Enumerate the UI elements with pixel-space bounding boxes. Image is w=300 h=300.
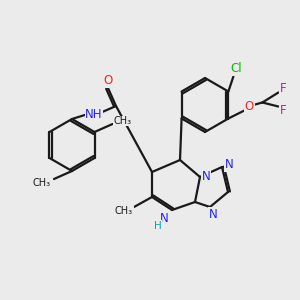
- Text: N: N: [202, 170, 210, 184]
- Text: F: F: [280, 82, 287, 95]
- Text: NH: NH: [85, 107, 103, 121]
- Text: N: N: [225, 158, 233, 172]
- Text: N: N: [208, 208, 217, 220]
- Text: N: N: [160, 212, 168, 224]
- Text: O: O: [103, 74, 112, 88]
- Text: Cl: Cl: [231, 62, 242, 75]
- Text: CH₃: CH₃: [113, 116, 132, 126]
- Text: H: H: [154, 221, 162, 231]
- Text: O: O: [245, 100, 254, 113]
- Text: F: F: [280, 104, 287, 117]
- Text: CH₃: CH₃: [115, 206, 133, 216]
- Text: CH₃: CH₃: [33, 178, 51, 188]
